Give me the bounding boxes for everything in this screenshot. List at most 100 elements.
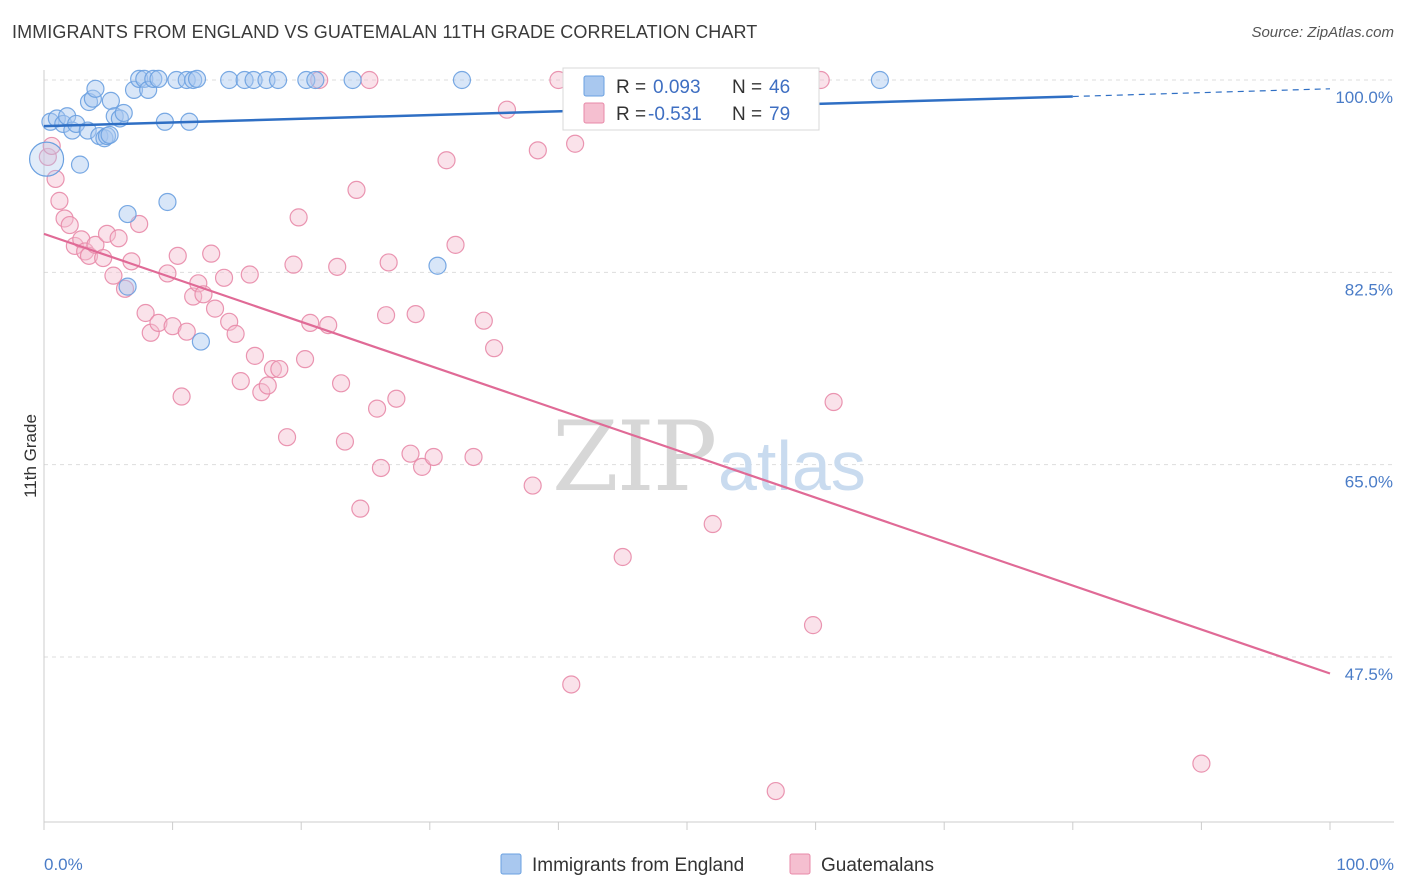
guatemalans-point [406, 304, 425, 324]
guatemalans-point [149, 313, 168, 332]
guatemalans-point [376, 306, 396, 325]
england-point [870, 70, 890, 90]
guatemalans-point [136, 303, 155, 323]
guatemalans-point [109, 229, 128, 248]
guatemalans-point [310, 70, 329, 90]
guatemalans-point [104, 266, 123, 285]
x-tick-label-end: 100.0% [1336, 855, 1394, 874]
guatemalans-point [613, 547, 632, 567]
guatemalans-point [97, 224, 117, 243]
guatemalans-point [231, 372, 250, 391]
guatemalans-point [387, 389, 406, 408]
guatemalans-point [115, 279, 135, 298]
guatemalans-point [205, 299, 225, 318]
guatemalans-point [214, 268, 234, 287]
chart-title: IMMIGRANTS FROM ENGLAND VS GUATEMALAN 11… [12, 22, 758, 42]
england-point [428, 256, 447, 275]
guatemalans-point [65, 236, 84, 256]
guatemalans-point [270, 359, 289, 379]
guatemalans-point [240, 265, 259, 284]
guatemalans-point [523, 476, 542, 495]
stats-r-label-england: R = [616, 77, 646, 98]
stats-box: R = 0.093 N = 46 R = -0.531 N = 79 [562, 67, 820, 131]
guatemalans-point [360, 70, 379, 90]
y-tick-label: 100.0% [1335, 88, 1393, 107]
x-tick-label-start: 0.0% [44, 855, 83, 874]
watermark-zip: ZIP [552, 401, 715, 513]
y-tick-label: 82.5% [1345, 280, 1393, 299]
guatemalans-point [252, 383, 271, 402]
guatemalans-point [485, 339, 504, 358]
guatemalans-point [226, 324, 245, 343]
guatemalans-point [351, 499, 370, 518]
england-point [244, 70, 263, 90]
guatemalans-point [277, 428, 297, 447]
guatemalans-point [703, 514, 722, 534]
england-point [118, 204, 137, 224]
guatemalans-point [284, 255, 303, 274]
grid-lines [44, 79, 1394, 658]
england-point [144, 69, 163, 89]
guatemalans-point [446, 235, 465, 254]
axes [43, 70, 1394, 823]
guatemalans-point [72, 230, 91, 249]
stats-n-label-guatemalans: N = [732, 104, 762, 125]
trend-line-guatemalans [43, 232, 1331, 675]
trend-line-england [43, 95, 1073, 128]
guatemalans-point [202, 244, 221, 263]
guatemalans-point [258, 376, 277, 395]
stats-n-value-england: 46 [769, 77, 790, 98]
guatemalans-point [347, 180, 366, 200]
england-point [28, 141, 65, 177]
guatemalans-point [401, 444, 420, 463]
guatemalans-point [335, 432, 355, 451]
legend-swatch-guatemalans [789, 853, 811, 875]
guatemalans-point [245, 346, 265, 365]
england-point [158, 192, 177, 212]
guatemalans-point [367, 399, 387, 418]
stats-r-value-england: 0.093 [653, 77, 701, 98]
guatemalans-point [172, 387, 191, 406]
england-point [100, 125, 119, 145]
guatemalans-point [38, 147, 57, 167]
trend-line-england-extension [1072, 88, 1331, 98]
guatemalans-point [371, 458, 391, 478]
guatemalans-point [295, 350, 315, 369]
y-axis-title: 11th Grade [21, 414, 40, 498]
england-point [118, 277, 137, 296]
england-point [268, 70, 288, 90]
legend: Immigrants from England Guatemalans [500, 853, 934, 876]
guatemalans-point [497, 100, 517, 119]
guatemalans-point [163, 317, 182, 336]
guatemalans-point [141, 323, 160, 342]
guatemalans-point [412, 457, 432, 476]
series-guatemalans-points [38, 70, 1211, 801]
legend-label-england: Immigrants from England [532, 855, 744, 876]
england-point [187, 69, 207, 89]
england-point [220, 70, 239, 90]
stats-swatch-england [583, 75, 605, 97]
england-point [149, 69, 168, 89]
guatemalans-point [328, 257, 347, 276]
guatemalans-point [46, 169, 65, 189]
x-ticks [43, 822, 1331, 830]
y-tick-label: 65.0% [1345, 473, 1393, 492]
guatemalans-point [263, 359, 283, 379]
england-point [343, 70, 362, 90]
source-credit: Source: ZipAtlas.com [1251, 24, 1394, 41]
england-point [95, 129, 114, 148]
y-tick-labels: 47.5% 65.0% 82.5% 100.0% [1335, 88, 1393, 684]
england-point [191, 332, 210, 351]
legend-swatch-england [500, 853, 522, 875]
england-point [306, 70, 325, 90]
guatemalans-point [474, 311, 493, 330]
guatemalans-point [528, 141, 547, 160]
england-point [86, 79, 105, 98]
stats-box-frame [562, 67, 820, 131]
guatemalans-point [50, 191, 69, 210]
watermark-atlas: atlas [718, 427, 866, 505]
guatemalans-point [803, 616, 823, 635]
guatemalans-point [177, 322, 196, 341]
england-point [101, 91, 120, 110]
